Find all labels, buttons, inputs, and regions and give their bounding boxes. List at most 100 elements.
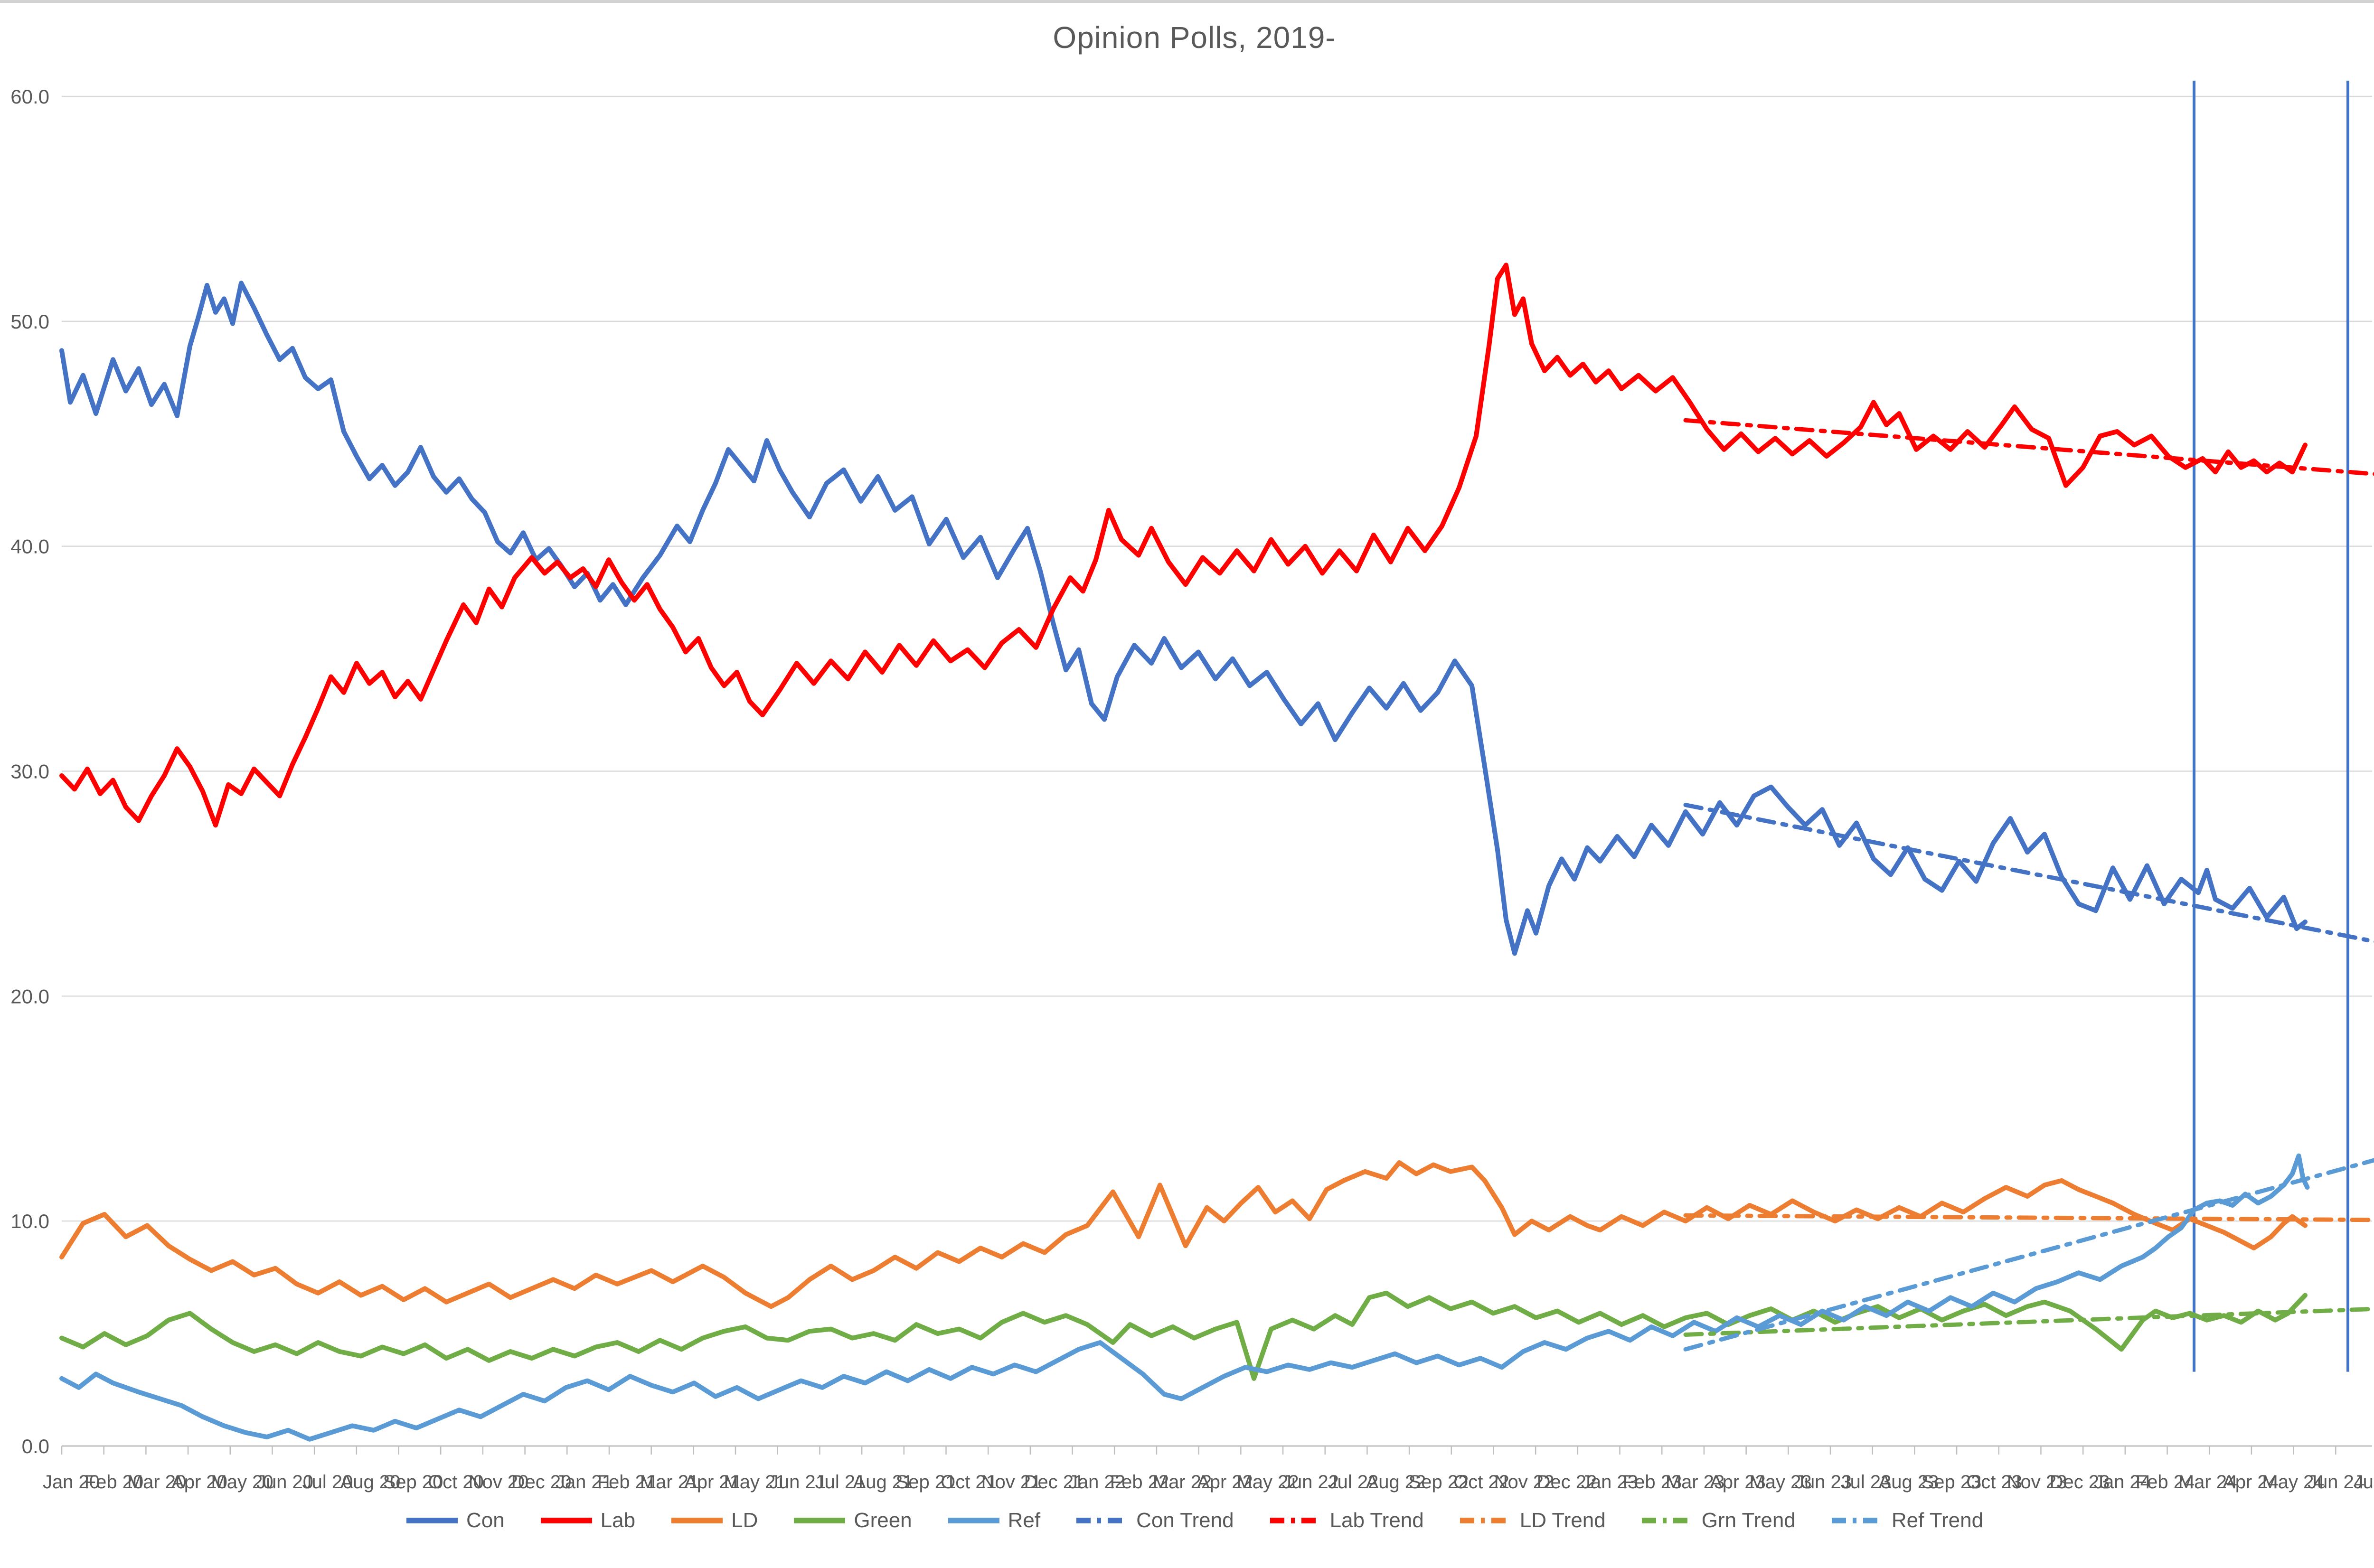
x-axis-tick-label: Jun 23 (1795, 1472, 1852, 1493)
legend-item-con[interactable]: Con (405, 1509, 505, 1532)
x-axis-tick-label: Jan 20 (43, 1472, 100, 1493)
legend-item-con-trend[interactable]: Con Trend (1075, 1509, 1234, 1532)
legend-item-lab[interactable]: Lab (540, 1509, 635, 1532)
x-axis-tick-label: Oct 20 (428, 1472, 484, 1493)
x-axis-tick-label: Sep 23 (1922, 1472, 1982, 1493)
legend-item-green[interactable]: Green (793, 1509, 912, 1532)
x-axis-tick-label: May 20 (211, 1472, 273, 1493)
series-line-ld[interactable] (59, 1160, 2308, 1309)
legend-line-sample-icon (794, 1518, 846, 1523)
x-axis-tick-label: Jul 20 (302, 1472, 353, 1493)
series-line-lab[interactable] (59, 263, 2308, 828)
x-axis-tick-label: Mar 20 (127, 1472, 187, 1493)
x-axis-tick-label: May 22 (1236, 1472, 1299, 1493)
x-axis-tick-label: Jan 21 (556, 1472, 612, 1493)
legend-line-sample-icon (1641, 1518, 1693, 1523)
x-axis-tick-label: Apr 23 (1710, 1472, 1766, 1493)
x-axis-tick-label: Nov 23 (2007, 1472, 2067, 1493)
series-line-ref-trend[interactable] (1683, 1158, 2374, 1352)
legend-item-ld-trend[interactable]: LD Trend (1459, 1509, 1606, 1532)
x-axis-tick-label: Oct 22 (1453, 1472, 1509, 1493)
x-axis-tick-label: Nov 22 (1494, 1472, 1554, 1493)
x-axis-tick-label: Jul 23 (1841, 1472, 1892, 1493)
x-axis-tick-label: Jun 24 (2308, 1472, 2365, 1493)
series-line-green[interactable] (59, 1290, 2308, 1381)
x-axis-tick-label: Oct 21 (941, 1472, 997, 1493)
legend-item-grn-trend[interactable]: Grn Trend (1641, 1509, 1796, 1532)
x-axis-tick-label: Apr 20 (171, 1472, 227, 1493)
x-axis-tick-label: Feb 23 (1623, 1472, 1682, 1493)
x-axis-tick-label: Dec 20 (511, 1472, 572, 1493)
window-top-edge (0, 0, 2374, 3)
x-axis-tick-label: Apr 21 (684, 1472, 740, 1493)
x-axis-tick-label: Aug 22 (1366, 1472, 1426, 1493)
series-line-ref[interactable] (59, 1153, 2310, 1442)
y-axis-tick-label: 30.0 (10, 761, 49, 783)
legend-line-sample-icon (1270, 1518, 1321, 1523)
legend-label: Ref (1008, 1509, 1041, 1532)
y-axis-tick-label: 0.0 (22, 1435, 49, 1457)
legend-line-sample-icon (406, 1518, 458, 1523)
x-axis-tick-label: Jun 21 (769, 1472, 826, 1493)
x-axis-tick-label: Sep 21 (896, 1472, 956, 1493)
series-line-grn-trend[interactable] (1683, 1306, 2374, 1337)
legend-label: Lab (600, 1509, 636, 1532)
x-axis-tick-label: Mar 23 (1666, 1472, 1725, 1493)
x-axis-tick-label: Jan 24 (2094, 1472, 2151, 1493)
x-axis-tick-label: Feb 20 (85, 1472, 144, 1493)
legend-line-sample-icon (1460, 1518, 1511, 1523)
x-axis-tick-label: Jan 23 (1581, 1472, 1638, 1493)
x-axis-tick-label: Dec 22 (1537, 1472, 1597, 1493)
x-axis-tick-label: Nov 20 (469, 1472, 529, 1493)
legend-label: Ref Trend (1891, 1509, 1984, 1532)
legend-label: LD (731, 1509, 758, 1532)
legend-label: LD Trend (1519, 1509, 1606, 1532)
x-axis-tick-label: Jul 21 (815, 1472, 866, 1493)
x-axis-tick-label: Dec 21 (1024, 1472, 1084, 1493)
x-axis-tick-label: Jan 22 (1068, 1472, 1125, 1493)
legend-label: Lab Trend (1329, 1509, 1424, 1532)
x-axis-tick-label: Apr 22 (1197, 1472, 1253, 1493)
chart-title: Opinion Polls, 2019- (1053, 20, 1336, 55)
legend-line-sample-icon (1076, 1518, 1128, 1523)
x-axis-tick-label: Mar 24 (2178, 1472, 2238, 1493)
series-line-ld-trend[interactable] (1683, 1213, 2374, 1222)
x-axis-tick-label: May 21 (724, 1472, 786, 1493)
legend-item-ld[interactable]: LD (670, 1509, 758, 1532)
y-axis-tick-label: 60.0 (10, 85, 49, 108)
x-axis-tick-label: Sep 22 (1409, 1472, 1469, 1493)
x-axis-tick-label: Jun 20 (256, 1472, 313, 1493)
x-axis-tick-label: Nov 21 (981, 1472, 1042, 1493)
legend-line-sample-icon (540, 1518, 592, 1523)
x-axis-tick-label: Apr 24 (2223, 1472, 2279, 1493)
legend-label: Grn Trend (1701, 1509, 1796, 1532)
legend-item-ref-trend[interactable]: Ref Trend (1831, 1509, 1983, 1532)
x-axis-tick-label: Jul 22 (1328, 1472, 1379, 1493)
series-line-lab-trend[interactable] (1683, 418, 2374, 476)
x-axis-tick-label: Feb 22 (1110, 1472, 1169, 1493)
y-axis-tick-label: 20.0 (10, 985, 49, 1007)
x-axis-tick-label: Aug 20 (340, 1472, 401, 1493)
legend-item-ref[interactable]: Ref (947, 1509, 1040, 1532)
x-axis-tick-label: Mar 21 (640, 1472, 699, 1493)
x-axis-tick-label: Jun 22 (1282, 1472, 1339, 1493)
x-axis-tick-label: May 23 (1749, 1472, 1811, 1493)
y-axis-tick-label: 50.0 (10, 310, 49, 333)
legend-item-lab-trend[interactable]: Lab Trend (1269, 1509, 1424, 1532)
legend-label: Con (466, 1509, 505, 1532)
series-line-con-trend[interactable] (1683, 803, 2374, 944)
x-axis-tick-label: May 24 (2262, 1472, 2324, 1493)
legend-label: Green (854, 1509, 912, 1532)
x-axis-tick-label: Feb 21 (597, 1472, 657, 1493)
x-axis-tick-label: Jul 24 (2354, 1472, 2374, 1493)
x-axis-tick-label: Aug 21 (853, 1472, 914, 1493)
legend: Con Lab LD Green Ref Con Trend Lab Trend LD Tre… (0, 1509, 2374, 1532)
x-axis-tick-label: Oct 23 (1966, 1472, 2022, 1493)
x-axis-tick-label: Feb 24 (2136, 1472, 2195, 1493)
legend-label: Con Trend (1136, 1509, 1234, 1532)
legend-line-sample-icon (671, 1518, 723, 1523)
series-line-con[interactable] (59, 281, 2308, 956)
x-axis-tick-label: Dec 23 (2050, 1472, 2110, 1493)
